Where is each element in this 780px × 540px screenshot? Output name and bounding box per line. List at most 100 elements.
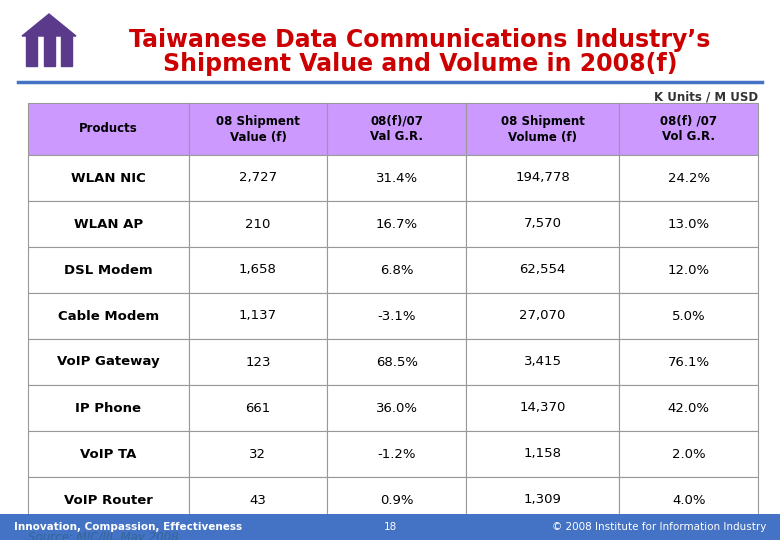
Text: 1,309: 1,309 — [523, 494, 562, 507]
Text: 08 Shipment
Value (f): 08 Shipment Value (f) — [216, 114, 300, 144]
FancyBboxPatch shape — [466, 431, 619, 477]
Text: WLAN NIC: WLAN NIC — [71, 172, 146, 185]
FancyBboxPatch shape — [466, 103, 619, 155]
Text: Taiwanese Data Communications Industry’s: Taiwanese Data Communications Industry’s — [129, 28, 711, 52]
FancyBboxPatch shape — [189, 103, 328, 155]
Text: 661: 661 — [246, 402, 271, 415]
FancyBboxPatch shape — [619, 247, 758, 293]
FancyBboxPatch shape — [619, 293, 758, 339]
FancyBboxPatch shape — [466, 477, 619, 523]
FancyBboxPatch shape — [189, 201, 328, 247]
Text: 5.0%: 5.0% — [672, 309, 705, 322]
FancyBboxPatch shape — [466, 247, 619, 293]
FancyBboxPatch shape — [328, 155, 466, 201]
FancyBboxPatch shape — [328, 431, 466, 477]
FancyBboxPatch shape — [28, 293, 189, 339]
FancyBboxPatch shape — [28, 477, 189, 523]
FancyBboxPatch shape — [328, 477, 466, 523]
FancyBboxPatch shape — [28, 339, 189, 385]
Text: 24.2%: 24.2% — [668, 172, 710, 185]
FancyBboxPatch shape — [189, 477, 328, 523]
FancyBboxPatch shape — [28, 385, 189, 431]
Text: 68.5%: 68.5% — [376, 355, 417, 368]
Text: 210: 210 — [245, 218, 271, 231]
Text: Innovation, Compassion, Effectiveness: Innovation, Compassion, Effectiveness — [14, 522, 242, 532]
Text: 194,778: 194,778 — [516, 172, 570, 185]
FancyBboxPatch shape — [328, 339, 466, 385]
FancyBboxPatch shape — [28, 431, 189, 477]
FancyBboxPatch shape — [466, 339, 619, 385]
Text: 123: 123 — [245, 355, 271, 368]
Text: 08 Shipment
Volume (f): 08 Shipment Volume (f) — [501, 114, 584, 144]
Text: 1,158: 1,158 — [523, 448, 562, 461]
Text: VoIP Router: VoIP Router — [64, 494, 153, 507]
Text: 76.1%: 76.1% — [668, 355, 710, 368]
Text: 7,570: 7,570 — [523, 218, 562, 231]
FancyBboxPatch shape — [328, 201, 466, 247]
Text: 1,658: 1,658 — [239, 264, 277, 276]
Text: 62,554: 62,554 — [519, 264, 566, 276]
Text: DSL Modem: DSL Modem — [64, 264, 153, 276]
Text: 14,370: 14,370 — [519, 402, 566, 415]
Bar — [44, 36, 55, 66]
FancyBboxPatch shape — [619, 201, 758, 247]
FancyBboxPatch shape — [28, 247, 189, 293]
FancyBboxPatch shape — [328, 247, 466, 293]
FancyBboxPatch shape — [189, 385, 328, 431]
FancyBboxPatch shape — [328, 103, 466, 155]
Text: 12.0%: 12.0% — [668, 264, 710, 276]
Text: VoIP Gateway: VoIP Gateway — [57, 355, 160, 368]
Text: 6.8%: 6.8% — [380, 264, 413, 276]
Text: Products: Products — [79, 123, 138, 136]
Text: 2.0%: 2.0% — [672, 448, 705, 461]
Text: 3,415: 3,415 — [523, 355, 562, 368]
Text: 27,070: 27,070 — [519, 309, 566, 322]
FancyBboxPatch shape — [619, 385, 758, 431]
Text: WLAN AP: WLAN AP — [74, 218, 143, 231]
Bar — [26, 36, 37, 66]
FancyBboxPatch shape — [619, 431, 758, 477]
FancyBboxPatch shape — [619, 477, 758, 523]
Text: -1.2%: -1.2% — [378, 448, 416, 461]
FancyBboxPatch shape — [619, 103, 758, 155]
Text: 08(f) /07
Vol G.R.: 08(f) /07 Vol G.R. — [660, 114, 717, 144]
FancyBboxPatch shape — [619, 339, 758, 385]
Text: Shipment Value and Volume in 2008(f): Shipment Value and Volume in 2008(f) — [163, 52, 677, 76]
FancyBboxPatch shape — [189, 293, 328, 339]
Text: 0.9%: 0.9% — [380, 494, 413, 507]
FancyBboxPatch shape — [0, 514, 780, 540]
Text: 43: 43 — [250, 494, 267, 507]
Bar — [61, 36, 72, 66]
Text: 32: 32 — [250, 448, 267, 461]
Text: 13.0%: 13.0% — [668, 218, 710, 231]
Text: © 2008 Institute for Information Industry: © 2008 Institute for Information Industr… — [551, 522, 766, 532]
FancyBboxPatch shape — [328, 293, 466, 339]
Text: Source: MIC/III, May 2008.: Source: MIC/III, May 2008. — [28, 531, 183, 540]
Text: 4.0%: 4.0% — [672, 494, 705, 507]
Text: 18: 18 — [384, 522, 396, 532]
Text: Cable Modem: Cable Modem — [58, 309, 159, 322]
FancyBboxPatch shape — [189, 431, 328, 477]
Text: 36.0%: 36.0% — [376, 402, 417, 415]
FancyBboxPatch shape — [28, 155, 189, 201]
Text: 2,727: 2,727 — [239, 172, 277, 185]
Text: K Units / M USD: K Units / M USD — [654, 90, 758, 103]
FancyBboxPatch shape — [189, 339, 328, 385]
Text: 31.4%: 31.4% — [376, 172, 418, 185]
FancyBboxPatch shape — [189, 155, 328, 201]
FancyBboxPatch shape — [466, 155, 619, 201]
Text: 42.0%: 42.0% — [668, 402, 710, 415]
Text: 1,137: 1,137 — [239, 309, 277, 322]
FancyBboxPatch shape — [189, 247, 328, 293]
FancyBboxPatch shape — [328, 385, 466, 431]
Text: -3.1%: -3.1% — [378, 309, 416, 322]
Text: 08(f)/07
Val G.R.: 08(f)/07 Val G.R. — [370, 114, 423, 144]
Polygon shape — [22, 14, 76, 36]
FancyBboxPatch shape — [466, 385, 619, 431]
Text: IP Phone: IP Phone — [76, 402, 141, 415]
Text: 16.7%: 16.7% — [376, 218, 418, 231]
Text: VoIP TA: VoIP TA — [80, 448, 136, 461]
FancyBboxPatch shape — [466, 201, 619, 247]
FancyBboxPatch shape — [28, 201, 189, 247]
FancyBboxPatch shape — [28, 103, 189, 155]
